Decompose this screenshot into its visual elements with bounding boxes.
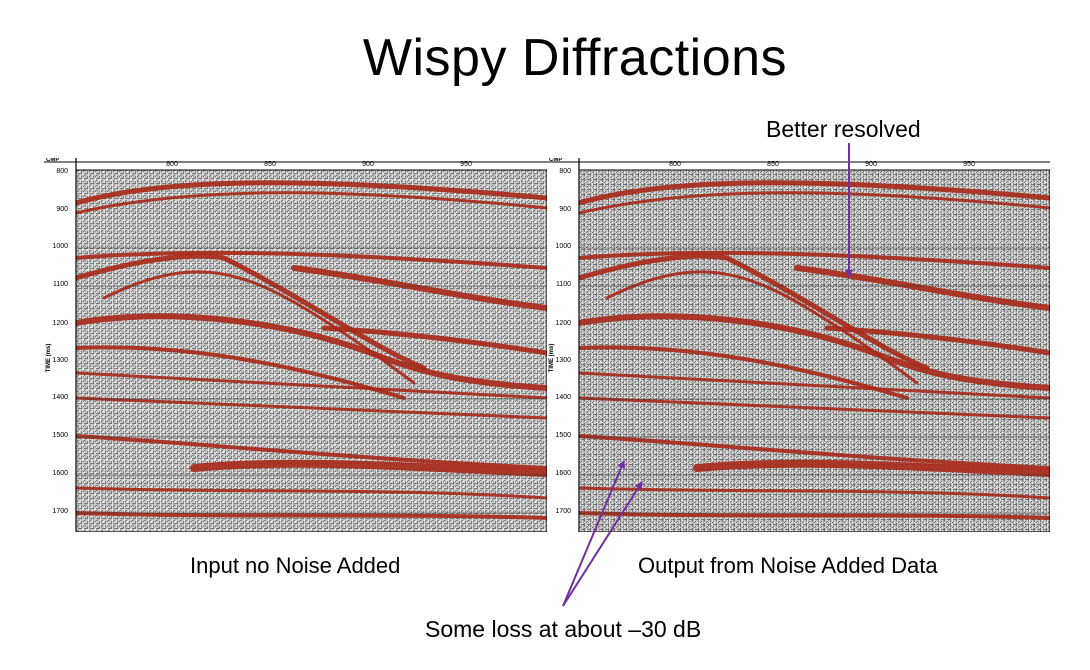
caption-output: Output from Noise Added Data [638, 553, 938, 578]
reflection-event [794, 265, 1050, 311]
seismic-reflections [76, 180, 547, 520]
time-tick-label: 1500 [52, 432, 68, 439]
cmp-tick-label: 900 [362, 161, 374, 168]
time-tick-label: 1300 [555, 357, 571, 364]
reflection-event [579, 313, 1050, 391]
seismic-section-input: CMP 800 850 900 950 800 900 1000 1100 1200 1300 140… [44, 158, 547, 532]
time-tick-label: 800 [559, 168, 571, 175]
reflection-event [579, 371, 1050, 400]
reflection-event [579, 250, 1050, 270]
annotation-better-resolved: Better resolved [766, 116, 921, 142]
time-tick-label: 800 [56, 168, 68, 175]
reflection-event [291, 265, 547, 311]
time-tick-label: 1200 [52, 320, 68, 327]
reflection-event [579, 396, 1050, 420]
cmp-tick-label: 800 [669, 161, 681, 168]
seismic-section-output: CMP 800 850 900 950 800 900 1000 1100 1200 1300 140… [547, 158, 1050, 532]
reflection-event [693, 459, 1050, 477]
time-tick-label: 1100 [556, 281, 571, 288]
reflection-event [76, 250, 547, 270]
seismic-reflections [579, 180, 1050, 520]
cmp-axis-label: CMP [549, 158, 562, 163]
reflection-event [76, 486, 547, 500]
slide-title: Wispy Diffractions [362, 29, 788, 87]
reflection-event [76, 434, 547, 470]
time-tick-label: 1700 [555, 508, 571, 515]
reflection-event [76, 180, 547, 206]
cmp-tick-label: 950 [963, 161, 975, 168]
cmp-axis-label: CMP [46, 158, 59, 163]
cmp-tick-label: 800 [166, 161, 178, 168]
cmp-tick-label: 900 [865, 161, 877, 168]
time-tick-label: 1000 [555, 243, 571, 250]
caption-input: Input no Noise Added [190, 553, 401, 578]
time-tick-label: 900 [559, 206, 571, 213]
reflection-event [579, 253, 930, 371]
reflection-event [579, 511, 1050, 520]
reflection-event [76, 253, 427, 371]
time-tick-label: 1500 [555, 432, 571, 439]
time-tick-label: 1000 [52, 243, 68, 250]
reflection-event [190, 459, 547, 477]
reflection-event [579, 180, 1050, 206]
time-tick-label: 1400 [555, 394, 571, 401]
time-tick-label: 1700 [52, 508, 68, 515]
reflection-event [76, 345, 406, 400]
reflection-event [76, 313, 547, 391]
reflection-event [579, 486, 1050, 500]
seismic-panel-output: CMP 800 850 900 950 800 900 1000 1100 1200 1300 140… [547, 158, 1050, 532]
reflection-event [579, 345, 909, 400]
reflection-event [76, 191, 547, 215]
reflection-event [579, 191, 1050, 215]
reflection-event [579, 434, 1050, 470]
time-axis-label: TIME (ms) [46, 344, 52, 373]
cmp-tick-label: 850 [264, 161, 276, 168]
seismic-panel-input: CMP 800 850 900 950 800 900 1000 1100 1200 1300 140… [44, 158, 547, 532]
reflection-event [321, 325, 547, 356]
reflection-event [824, 325, 1050, 356]
time-axis-label: TIME (ms) [549, 344, 555, 373]
reflection-event [76, 371, 547, 400]
cmp-tick-label: 950 [460, 161, 472, 168]
time-tick-label: 1300 [52, 357, 68, 364]
reflection-event [76, 396, 547, 420]
reflection-event [605, 270, 919, 385]
reflection-event [76, 511, 547, 520]
cmp-tick-label: 850 [767, 161, 779, 168]
time-tick-label: 1600 [52, 470, 68, 477]
time-tick-label: 1200 [555, 320, 571, 327]
time-tick-label: 900 [56, 206, 68, 213]
time-tick-label: 1600 [555, 470, 571, 477]
reflection-event [102, 270, 416, 385]
time-tick-label: 1100 [53, 281, 68, 288]
annotation-some-loss: Some loss at about –30 dB [425, 616, 702, 642]
time-tick-label: 1400 [52, 394, 68, 401]
